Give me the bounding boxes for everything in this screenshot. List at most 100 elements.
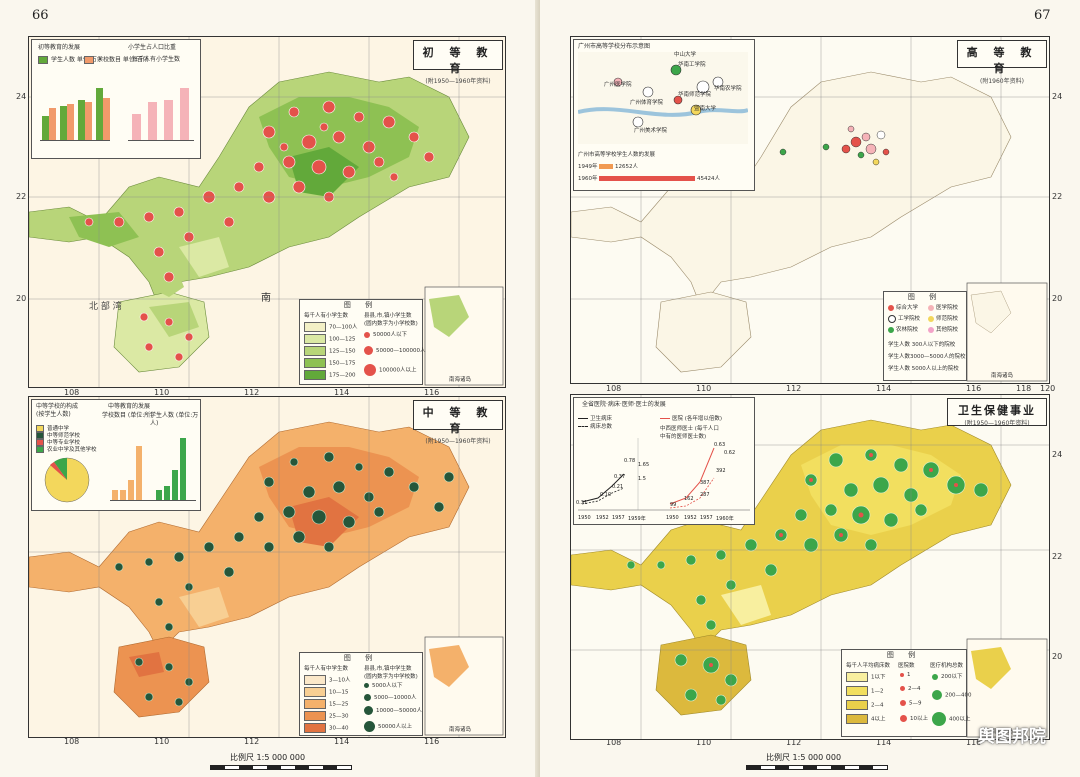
chart-value: 1.5 xyxy=(638,476,646,482)
tick-label: 116 xyxy=(424,388,440,397)
region-label: 南 xyxy=(261,293,273,304)
legend-swatch xyxy=(304,346,326,356)
growth-row: 1960年 45424人 xyxy=(578,176,720,182)
tick-label: 112 xyxy=(786,738,802,747)
legend-title: 图 例 xyxy=(343,301,379,309)
tick-label: 24 xyxy=(1052,450,1063,459)
scale-bar xyxy=(746,765,888,770)
higher-education-map: 高 等 教 育 (附1960年资料) 广州市高等学校分布示意图 中山大学 华南工… xyxy=(570,36,1050,384)
legend-item: 综合大学 xyxy=(888,303,918,311)
legend-size: 5000—10000人 xyxy=(364,693,417,701)
legend-size: 100000人以上 xyxy=(364,364,417,376)
right-page: 67 高 等 教 育 (附 xyxy=(540,0,1080,777)
chart-value: 0.63 xyxy=(714,442,726,448)
inset-label: 南海诸岛 xyxy=(991,373,1014,379)
legend-class: 100—125 xyxy=(304,334,356,344)
guangzhou-inset-map xyxy=(578,52,748,144)
page-number: 66 xyxy=(32,8,49,23)
primary-legend-a-student: 学生人数 单位:万人 xyxy=(38,56,103,65)
circle-symbol xyxy=(364,706,373,715)
chart-value: 387 xyxy=(700,480,710,486)
circle-symbol xyxy=(932,673,938,680)
legend-col-a: 每千人平均病床数 xyxy=(846,663,891,669)
tick-label: 116 xyxy=(424,737,440,746)
secondary-education-map: 中 等 教 育 (附1950—1960年资料) 中等学校的构成 (按学生人数) … xyxy=(28,396,506,738)
inset-place-label: 暨南大学 xyxy=(694,106,717,112)
circle-symbol xyxy=(364,694,371,701)
circle-symbol xyxy=(900,700,906,706)
growth-title: 广州市高等学校学生人数的发展 xyxy=(578,152,656,158)
chart-value: 0.62 xyxy=(724,450,736,456)
left-page: 66 xyxy=(16,8,506,770)
chart-value: 1.65 xyxy=(638,462,650,468)
tick-label: 22 xyxy=(1052,552,1063,561)
legend-item: 师范院校 xyxy=(928,314,958,322)
health-line-chart xyxy=(578,438,750,511)
pie-chart xyxy=(44,457,90,503)
health-chart-title: 全省医院·病床·医师·医士的发展 xyxy=(582,401,666,408)
scale-label: 比例尺 1:5 000 000 xyxy=(766,753,842,762)
legend-class: 3—10人 xyxy=(304,675,351,685)
bar xyxy=(180,438,186,500)
legend-title: 图 例 xyxy=(886,651,922,659)
tick-label: 110 xyxy=(154,737,170,746)
secondary-chart-box: 中等学校的构成 (按学生人数) 中等教育的发展 学校数目 (单位:所) 学生人数… xyxy=(31,399,201,511)
inset-place-label: 广州医学院 xyxy=(604,82,632,88)
secondary-chart-b-legend-a: 学校数目 (单位:所) xyxy=(102,412,153,419)
inset-place-label: 中山大学 xyxy=(674,52,697,58)
tick-label: 110 xyxy=(696,384,712,393)
legend-class: 4以上 xyxy=(846,714,886,724)
chart-legend: 卫生病床 xyxy=(578,414,612,422)
inset-label: 南海诸岛 xyxy=(991,729,1014,735)
legend-item: 工学院校 xyxy=(888,314,920,323)
legend-swatch xyxy=(304,711,326,721)
tick-label: 112 xyxy=(244,737,260,746)
legend-swatch xyxy=(846,700,868,710)
growth-row: 1949年 12652人 xyxy=(578,164,638,170)
legend-swatch xyxy=(84,56,94,64)
circle-symbol xyxy=(928,304,934,311)
tick-label: 112 xyxy=(786,384,802,393)
circle-symbol xyxy=(900,672,904,677)
health-care-map: 卫生保健事业 (附1950—1960年资料) 全省医院·病床·医师·医士的发展 … xyxy=(570,394,1050,740)
circle-symbol xyxy=(900,715,907,722)
circle-symbol xyxy=(928,326,934,333)
legend-col-b: 医院数 xyxy=(898,663,915,669)
scale-label: 比例尺 1:5 000 000 xyxy=(230,753,306,762)
tick-label: 118 xyxy=(1016,384,1032,393)
legend-class: 15—25 xyxy=(304,699,349,709)
primary-chart-a-title: 初等教育的发展 xyxy=(38,44,81,51)
inset-place-label: 广州体育学院 xyxy=(630,100,664,106)
chart-year: 1952 xyxy=(596,515,609,521)
inset-title: 广州市高等学校分布示意图 xyxy=(578,43,651,50)
secondary-chart-a-unit: (按学生人数) xyxy=(36,411,71,418)
legend-swatch xyxy=(846,714,868,724)
tick-label: 114 xyxy=(334,388,350,397)
tick-label: 22 xyxy=(1052,192,1063,201)
circle-symbol xyxy=(932,712,946,726)
tick-label: 24 xyxy=(16,92,27,101)
health-legend: 图 例 每千人平均病床数 医院数 医疗机构总数 1以下 1—2 2—4 4以上 … xyxy=(841,649,972,737)
legend-hospital-size: 2—4 xyxy=(900,686,921,692)
legend-swatch xyxy=(36,425,44,432)
bar xyxy=(156,490,162,500)
legend-swatch xyxy=(304,675,326,685)
legend-line xyxy=(578,418,588,419)
legend-class: 70—100人 xyxy=(304,322,358,332)
bar xyxy=(164,100,173,140)
page-number: 67 xyxy=(1034,8,1051,23)
chart-value: 162 xyxy=(684,496,694,502)
legend-class: 2—4 xyxy=(846,700,884,710)
chart-year: 1957 xyxy=(612,515,625,521)
secondary-title-box: 中 等 教 育 (附1950—1960年资料) xyxy=(413,400,503,445)
pie-legend: 农业中学及其他学校 xyxy=(36,445,97,453)
chart-value: 0.10 xyxy=(600,492,612,498)
circle-symbol xyxy=(888,326,894,333)
legend-hospital-size: 5—9 xyxy=(900,700,922,707)
primary-education-map: 初 等 教 育 (附1950—1960年资料) 初等教育的发展 小学生占人口比重… xyxy=(28,36,506,388)
legend-swatch xyxy=(304,358,326,368)
chart-value: 99 xyxy=(670,502,677,508)
legend-size: 学生人数 300人以下的院校 xyxy=(888,342,956,348)
health-subtitle: (附1950—1960年资料) xyxy=(964,420,1030,427)
sea-label: 北 部 湾 xyxy=(89,302,122,312)
